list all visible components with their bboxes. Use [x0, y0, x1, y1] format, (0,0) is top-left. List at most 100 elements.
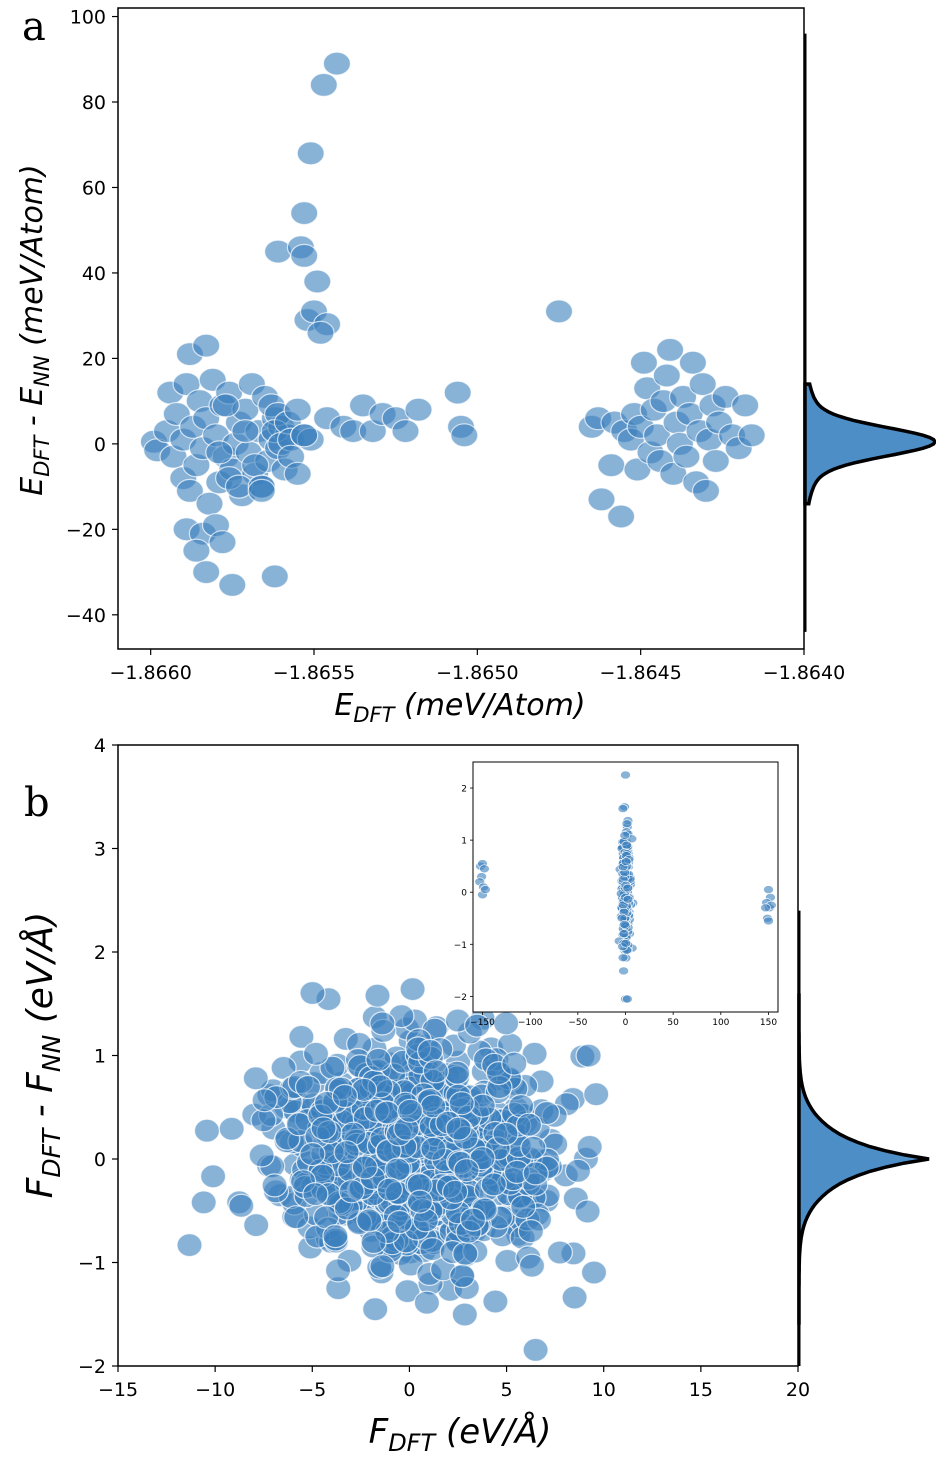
- panel-a-x-label-sub: DFT: [353, 703, 396, 727]
- panel-a-point-68: [283, 461, 312, 486]
- panel-b-point: [459, 1207, 487, 1232]
- panel-a-y-tick-label-2: 0: [94, 434, 106, 456]
- panel-a-point-52: [211, 393, 240, 418]
- inset-point: [618, 929, 630, 938]
- inset-right-cluster-point-0: [763, 885, 774, 894]
- panel-b-point: [338, 1179, 365, 1204]
- panel-b-point: [228, 1193, 255, 1218]
- panel-b-point: [515, 1112, 543, 1137]
- panel-b-x-tick-label-3: 0: [403, 1379, 415, 1401]
- panel-b-point: [283, 1205, 310, 1230]
- inset-y-tick-label-0: −2: [454, 993, 467, 1003]
- panel-a-point-114: [655, 337, 685, 362]
- inset-point: [617, 953, 629, 963]
- panel-b-point: [251, 1088, 278, 1113]
- panel-b-point: [374, 1100, 401, 1125]
- panel-a-point-56: [247, 478, 276, 503]
- panel-b-y-tick-label-6: 4: [94, 735, 106, 757]
- panel-b-point: [406, 1189, 433, 1214]
- panel-b-point: [376, 1177, 403, 1202]
- panel-a-chart: a −1.8660 −1.8655 −1.8650 −1.8645 −1.8640 −4…: [15, 4, 936, 727]
- inset-left-cluster-point-7: [480, 885, 491, 894]
- inset-outlier-point-0: [620, 770, 631, 780]
- panel-b-point: [369, 1011, 396, 1036]
- panel-b-point: [364, 983, 391, 1008]
- inset-point: [619, 920, 630, 929]
- panel-b-point: [420, 1136, 447, 1161]
- panel-b-density-curve: [797, 993, 930, 1325]
- panel-b-point: [310, 1116, 337, 1141]
- panel-a-point-128: [701, 448, 730, 474]
- inset-x-ticks: −150 −100 −50 0 50 100 150: [470, 1012, 777, 1028]
- panel-b-y-tick-label-0: −2: [78, 1356, 106, 1378]
- panel-b-point: [365, 1047, 392, 1073]
- panel-b-point: [564, 1158, 592, 1183]
- panel-b-point: [322, 1223, 349, 1249]
- inset-x-tick-label-6: 150: [760, 1018, 777, 1028]
- panel-a-point-53: [231, 419, 260, 444]
- inset-x-tick-label-2: −50: [568, 1018, 587, 1028]
- panel-a-point-124: [688, 372, 717, 397]
- inset-x-tick-label-0: −150: [470, 1018, 495, 1028]
- panel-b-point: [422, 1059, 449, 1084]
- panel-a-density-curve: [803, 382, 936, 506]
- panel-a-x-tick-label-0: −1.8660: [109, 662, 191, 684]
- panel-b-point: [299, 1141, 326, 1167]
- panel-b-point: [522, 1337, 549, 1363]
- panel-a-y-tick-label-1: −20: [66, 519, 106, 541]
- panel-b-point: [480, 1172, 507, 1197]
- panel-a-point-91: [443, 380, 472, 405]
- panel-b-points: [176, 961, 610, 1363]
- inset-x-tick-label-5: 100: [712, 1018, 729, 1028]
- panel-a-y-ticks: −40 −20 0 20 40 60 80 100: [66, 7, 118, 627]
- panel-b-point-cloud: [176, 961, 610, 1363]
- inset-left-cluster-point-2: [479, 864, 490, 874]
- panel-b-point: [176, 1232, 203, 1258]
- inset-point: [621, 840, 633, 850]
- inset-outlier-point-2: [622, 994, 633, 1004]
- panel-a-y-label-p2: - E: [15, 387, 50, 436]
- panel-a-point-75: [309, 72, 338, 98]
- panel-b-point: [193, 1118, 221, 1143]
- panel-b-y-tick-label-2: 0: [94, 1149, 106, 1171]
- panel-a-point-64: [283, 397, 312, 422]
- panel-b-x-tick-label-4: 5: [501, 1379, 513, 1401]
- panel-a-x-tick-label-4: −1.8640: [763, 662, 845, 684]
- panel-a-point-49: [205, 440, 234, 465]
- panel-a-y-label-p4: (meV/Atom): [15, 164, 50, 355]
- panel-a-point-133: [731, 393, 760, 418]
- panel-b-point: [501, 1051, 528, 1076]
- panel-b-point: [518, 1253, 546, 1278]
- panel-b-point: [200, 1164, 227, 1189]
- inset-x-tick-label-1: −100: [518, 1018, 543, 1028]
- panel-a-density-plot: [803, 33, 936, 632]
- panel-b-point: [190, 1190, 217, 1215]
- panel-b-point: [580, 1260, 608, 1285]
- panel-b-point: [492, 1121, 519, 1147]
- panel-b-inset-chart: −150 −100 −50 0 50 100 150 −2 −1 0 1 2: [454, 761, 779, 1028]
- panel-a-y-tick-label-5: 60: [82, 177, 106, 199]
- inset-point: [617, 804, 629, 813]
- panel-a-point-98: [597, 453, 626, 478]
- panel-b-point: [413, 1290, 440, 1315]
- panel-b-point: [360, 1229, 387, 1255]
- panel-b-point: [575, 1043, 602, 1068]
- panel-b-y-label-p1: DFT: [37, 1127, 66, 1178]
- panel-b-x-tick-label-1: −10: [195, 1379, 235, 1401]
- panel-a-point-125: [691, 478, 721, 503]
- panel-b-point: [442, 1179, 469, 1204]
- panel-b-point: [397, 1098, 424, 1123]
- panel-b-x-tick-label-6: 15: [689, 1379, 713, 1401]
- panel-b-x-label-sub: DFT: [388, 1429, 437, 1457]
- inset-point: [618, 966, 629, 976]
- panel-b-y-tick-label-1: −1: [78, 1253, 106, 1275]
- panel-a-x-ticks: −1.8660 −1.8655 −1.8650 −1.8645 −1.8640: [109, 649, 845, 684]
- panel-a-point-106: [629, 350, 659, 375]
- panel-a-point-46: [182, 538, 211, 563]
- panel-a-point-94: [544, 299, 574, 324]
- panel-b-point: [242, 1066, 269, 1091]
- panel-a-point-69: [290, 423, 319, 448]
- panel-b-point: [520, 1135, 547, 1160]
